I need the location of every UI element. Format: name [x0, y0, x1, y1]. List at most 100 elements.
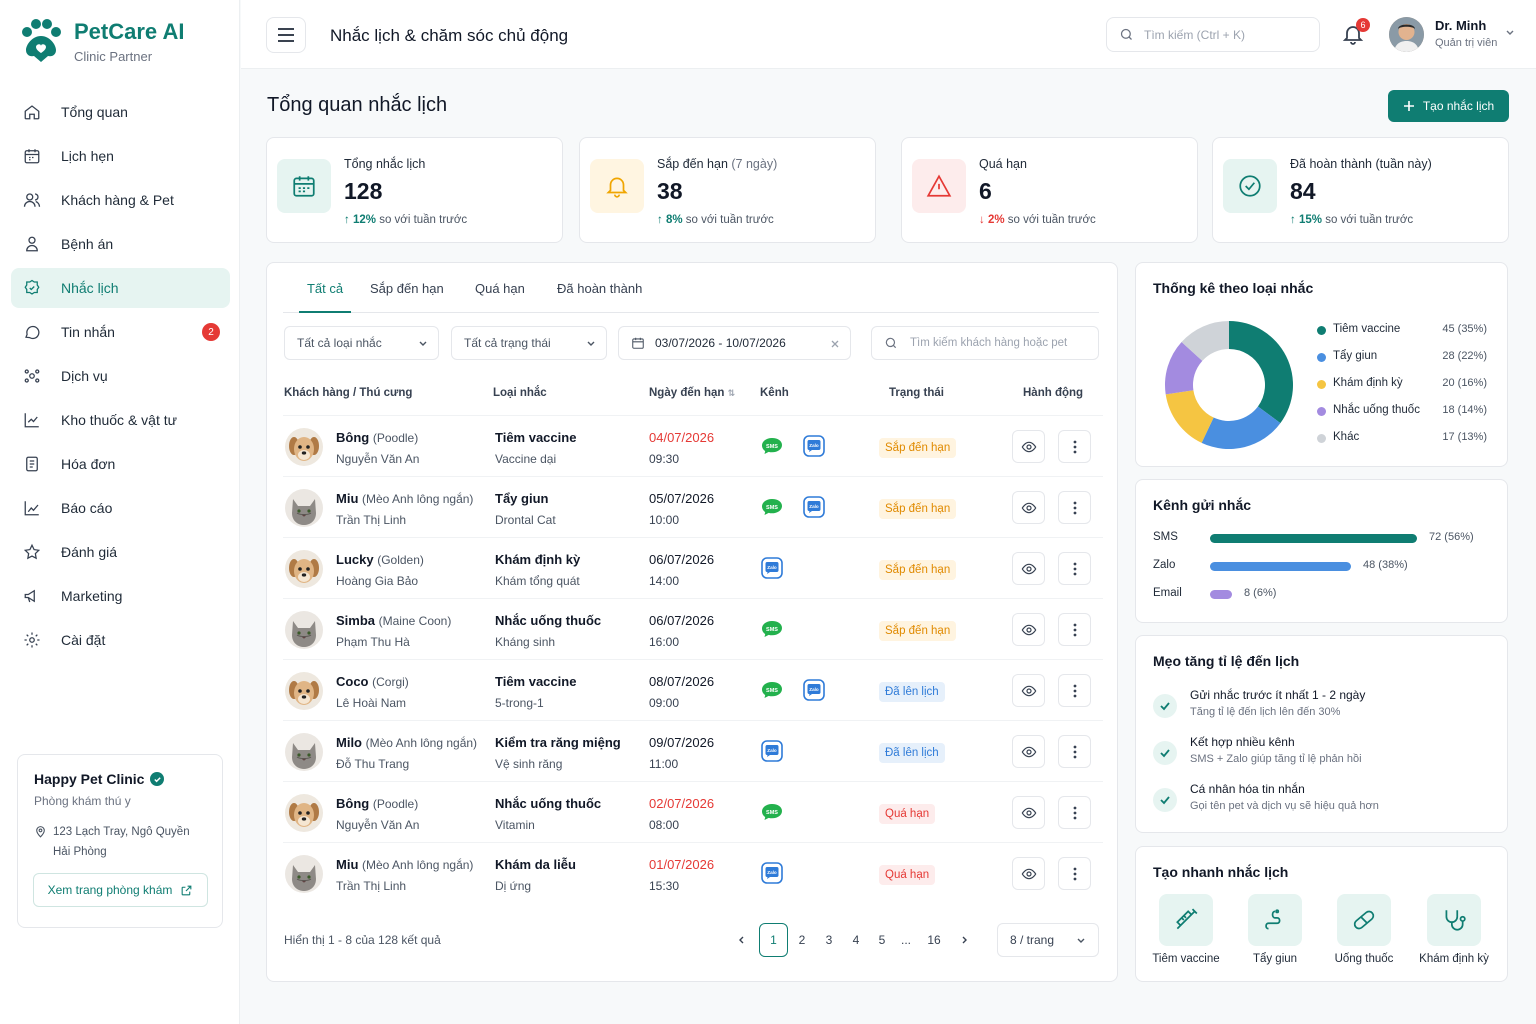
brand[interactable]: PetCare AI Clinic Partner — [18, 18, 184, 64]
table-row[interactable]: Lucky (Golden) Hoàng Gia Bảo Khám định kỳ K… — [283, 537, 1103, 598]
user-avatar[interactable] — [1389, 17, 1424, 52]
table-row[interactable]: Milo (Mèo Anh lông ngắn) Đỗ Thu Trang Kiểm… — [283, 720, 1103, 781]
customer-search-input[interactable]: Tìm kiếm khách hàng hoặc pet — [871, 326, 1099, 360]
more-actions-button[interactable] — [1058, 857, 1091, 890]
pet-name[interactable]: Lucky (Golden) — [336, 552, 424, 567]
status-select[interactable]: Tất cả trạng thái — [451, 326, 607, 360]
svg-text:Zalo: Zalo — [767, 870, 777, 875]
page-button[interactable]: 1 — [759, 923, 788, 957]
quick-create-vaccine-button[interactable]: Tiêm vaccine — [1144, 894, 1228, 966]
user-name[interactable]: Dr. Minh — [1435, 18, 1487, 33]
sidebar-item-label: Bệnh án — [61, 236, 114, 252]
global-search-input[interactable]: Tìm kiếm (Ctrl + K) — [1106, 17, 1320, 52]
table-row[interactable]: Simba (Maine Coon) Phạm Thu Hà Nhắc uống t… — [283, 598, 1103, 659]
view-button[interactable] — [1012, 430, 1045, 463]
reminder-type-select[interactable]: Tất cả loại nhắc — [284, 326, 439, 360]
table-row[interactable]: Miu (Mèo Anh lông ngắn) Trần Thị Linh Tẩy … — [283, 476, 1103, 537]
notifications-button[interactable]: 6 — [1341, 18, 1370, 48]
sidebar-item-reminders[interactable]: Nhắc lịch — [11, 268, 230, 308]
sidebar-item-reports[interactable]: Báo cáo — [11, 488, 230, 528]
more-actions-button[interactable] — [1058, 735, 1091, 768]
eye-icon — [1021, 561, 1037, 577]
inventory-icon — [24, 413, 39, 428]
more-actions-button[interactable] — [1058, 674, 1091, 707]
sidebar-item-overview[interactable]: Tổng quan — [11, 92, 230, 132]
sidebar-item-invoices[interactable]: Hóa đơn — [11, 444, 230, 484]
page-button[interactable]: 16 — [927, 933, 941, 947]
channel-label: Email — [1153, 587, 1182, 599]
stat-card-upcoming: Sắp đến hạn (7 ngày) 38 ↑ 8% so với tuần… — [579, 137, 876, 243]
quick-create-checkup-button[interactable]: Khám định kỳ — [1412, 894, 1496, 966]
sidebar-item-label: Marketing — [61, 588, 123, 604]
tab-overdue[interactable]: Quá hạn — [475, 281, 525, 296]
create-reminder-button[interactable]: Tạo nhắc lịch — [1388, 90, 1509, 122]
pill-icon — [1337, 894, 1391, 946]
sidebar-nav: Tổng quan Lịch hẹn Khách hàng & Pet Bệnh… — [11, 92, 230, 664]
per-page-select[interactable]: 8 / trang — [997, 923, 1099, 957]
tab-completed[interactable]: Đã hoàn thành — [557, 281, 643, 296]
notifications-count-badge: 6 — [1356, 18, 1370, 32]
tab-all[interactable]: Tất cả — [299, 281, 351, 313]
clinic-card: Happy Pet Clinic Phòng khám thú y 123 Lạ… — [17, 754, 223, 928]
sidebar-item-records[interactable]: Bệnh án — [11, 224, 230, 264]
more-actions-button[interactable] — [1058, 430, 1091, 463]
next-page-button[interactable] — [953, 923, 975, 957]
quick-create-medication-button[interactable]: Uống thuốc — [1322, 894, 1406, 966]
page-button[interactable]: 4 — [852, 933, 860, 947]
svg-text:Zalo: Zalo — [767, 565, 777, 570]
page-button[interactable]: 3 — [825, 933, 833, 947]
view-button[interactable] — [1012, 552, 1045, 585]
pet-name[interactable]: Bông (Poodle) — [336, 430, 419, 445]
quick-create-deworm-button[interactable]: Tẩy giun — [1233, 894, 1317, 966]
more-actions-button[interactable] — [1058, 613, 1091, 646]
view-button[interactable] — [1012, 613, 1045, 646]
sidebar-item-customers[interactable]: Khách hàng & Pet — [11, 180, 230, 220]
prev-page-button[interactable] — [731, 923, 753, 957]
column-header-date[interactable]: Ngày đến hạn ⇅ — [649, 387, 736, 399]
page-button[interactable]: 5 — [878, 933, 886, 947]
location-pin-icon — [36, 826, 45, 838]
pet-name[interactable]: Simba (Maine Coon) — [336, 613, 452, 628]
svg-text:SMS: SMS — [766, 505, 778, 511]
sidebar-item-appointments[interactable]: Lịch hẹn — [11, 136, 230, 176]
pet-name[interactable]: Bông (Poodle) — [336, 796, 419, 811]
sms-channel-icon: SMS — [761, 498, 783, 519]
pet-name[interactable]: Miu (Mèo Anh lông ngắn) — [336, 857, 474, 872]
pet-name[interactable]: Miu (Mèo Anh lông ngắn) — [336, 491, 474, 506]
svg-text:SMS: SMS — [766, 688, 778, 694]
reminder-type: Tiêm vaccine — [495, 674, 577, 689]
table-row[interactable]: Bông (Poodle) Nguyễn Văn An Tiêm vaccine Va… — [283, 415, 1103, 476]
more-actions-button[interactable] — [1058, 552, 1091, 585]
sidebar-item-services[interactable]: Dịch vụ — [11, 356, 230, 396]
alert-icon — [926, 174, 952, 197]
page-button[interactable]: 2 — [798, 933, 806, 947]
view-button[interactable] — [1012, 735, 1045, 768]
tab-upcoming[interactable]: Sắp đến hạn — [370, 281, 444, 296]
sidebar-item-messages[interactable]: Tin nhắn 2 — [11, 312, 230, 352]
menu-toggle-button[interactable] — [266, 17, 306, 53]
more-actions-button[interactable] — [1058, 491, 1091, 524]
sidebar-item-settings[interactable]: Cài đặt — [11, 620, 230, 660]
view-clinic-page-label: Xem trang phòng khám — [47, 883, 173, 897]
sidebar-item-marketing[interactable]: Marketing — [11, 576, 230, 616]
svg-text:SMS: SMS — [766, 810, 778, 816]
table-row[interactable]: Bông (Poodle) Nguyễn Văn An Nhắc uống thuố… — [283, 781, 1103, 842]
sidebar-item-inventory[interactable]: Kho thuốc & vật tư — [11, 400, 230, 440]
reminder-detail: Vaccine dại — [495, 452, 557, 466]
table-row[interactable]: Miu (Mèo Anh lông ngắn) Trần Thị Linh Khám… — [283, 842, 1103, 903]
view-button[interactable] — [1012, 674, 1045, 707]
view-button[interactable] — [1012, 857, 1045, 890]
sidebar-item-reviews[interactable]: Đánh giá — [11, 532, 230, 572]
pet-name[interactable]: Coco (Corgi) — [336, 674, 409, 689]
date-range-picker[interactable]: 03/07/2026 - 10/07/2026 — [618, 326, 851, 360]
chevron-down-icon[interactable] — [1505, 28, 1515, 38]
clear-icon[interactable] — [830, 339, 840, 349]
view-button[interactable] — [1012, 491, 1045, 524]
stat-change: ↑ 8% so với tuần trước — [657, 214, 774, 226]
view-button[interactable] — [1012, 796, 1045, 829]
table-row[interactable]: Coco (Corgi) Lê Hoài Nam Tiêm vaccine 5-tro… — [283, 659, 1103, 720]
view-clinic-page-button[interactable]: Xem trang phòng khám — [33, 873, 208, 907]
more-actions-button[interactable] — [1058, 796, 1091, 829]
pet-name[interactable]: Milo (Mèo Anh lông ngắn) — [336, 735, 478, 750]
zalo-channel-icon: Zalo — [761, 862, 783, 887]
